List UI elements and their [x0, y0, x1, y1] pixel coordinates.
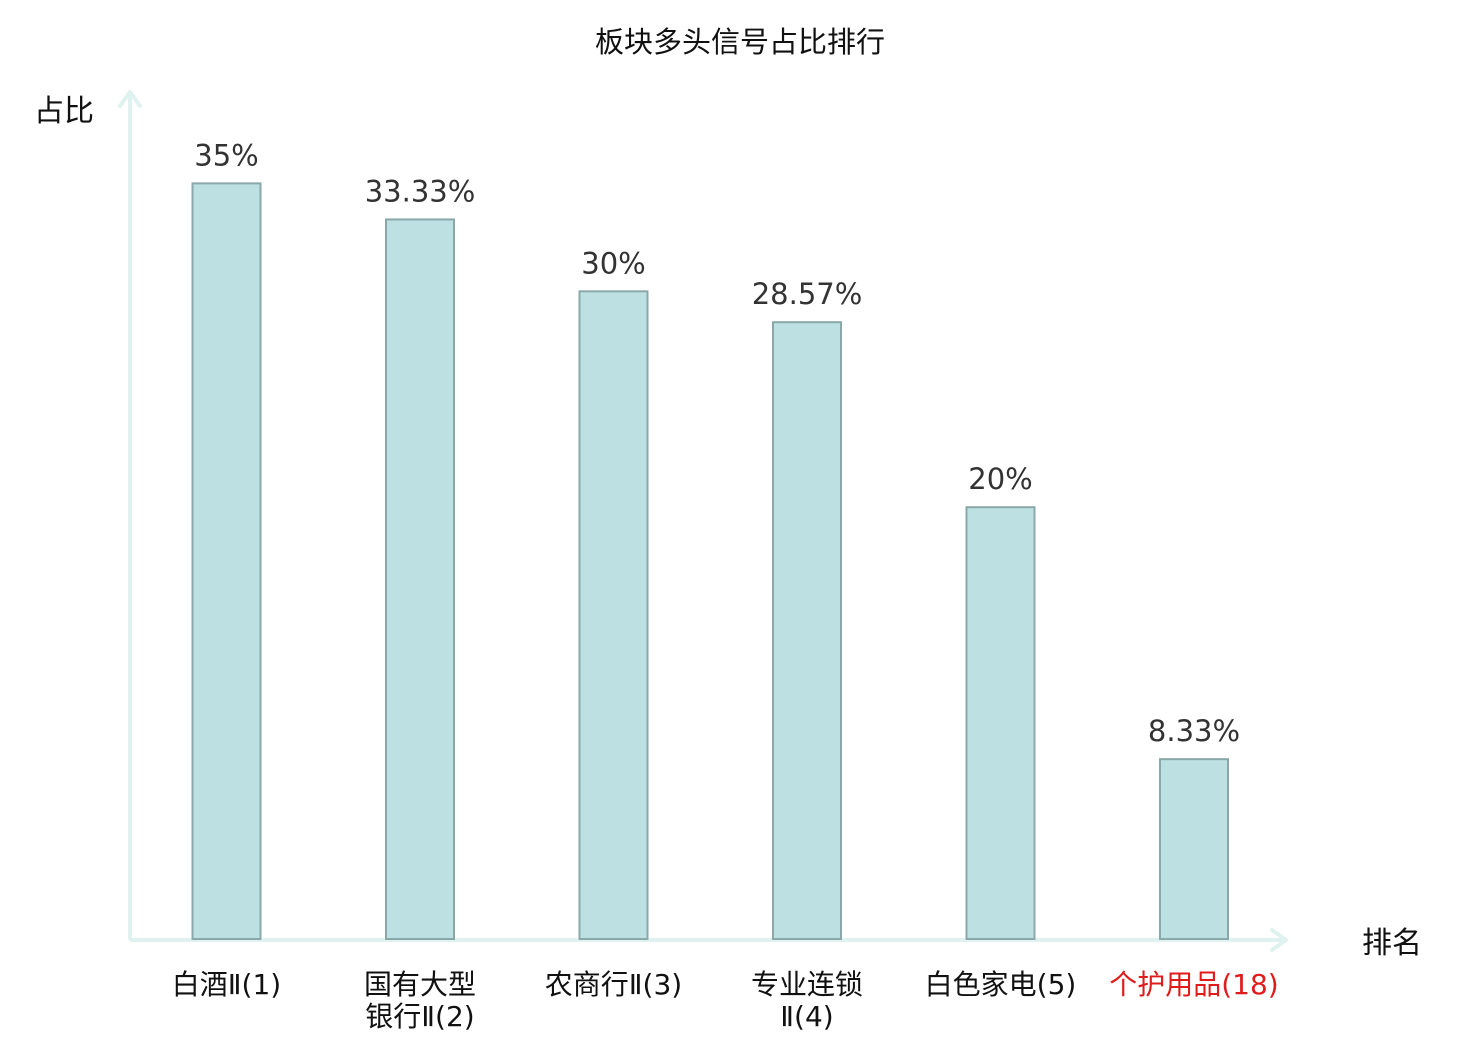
value-label-1: 35% — [194, 138, 258, 172]
category-label-3-line-1: 农商行Ⅱ(3) — [545, 968, 682, 1001]
value-label-5: 20% — [968, 462, 1032, 496]
y-axis-arrow-icon — [118, 90, 142, 108]
value-labels: 35% 33.33% 30% 28.57% 20% 8.33% — [194, 138, 1240, 748]
bar-6 — [1159, 758, 1229, 940]
bar-3 — [578, 290, 649, 940]
category-label-4-line-2: Ⅱ(4) — [780, 1000, 833, 1033]
value-label-6: 8.33% — [1148, 714, 1240, 748]
category-label-5-line-1: 白色家电(5) — [925, 968, 1077, 1001]
value-label-3: 30% — [581, 246, 645, 280]
category-label-4-line-1: 专业连锁 — [751, 968, 863, 1001]
category-label-2-line-2: 银行Ⅱ(2) — [365, 1000, 474, 1033]
x-axis-label: 排名 — [1362, 926, 1422, 961]
bar-5 — [965, 506, 1036, 940]
bars — [191, 182, 1229, 941]
bar-2 — [385, 218, 455, 940]
bar-1 — [191, 182, 262, 941]
value-label-4: 28.57% — [752, 277, 863, 311]
category-label-6-line-1: 个护用品(18) — [1109, 968, 1278, 1001]
category-label-2-line-1: 国有大型 — [364, 968, 476, 1001]
value-label-2: 33.33% — [365, 174, 476, 208]
category-label-1-line-1: 白酒Ⅱ(1) — [172, 968, 281, 1001]
chart-title: 板块多头信号占比排行 — [595, 25, 885, 59]
x-axis-arrow-icon — [1270, 928, 1288, 952]
bar-4 — [772, 321, 842, 940]
y-axis-label: 占比 — [34, 94, 94, 129]
axes — [118, 90, 1288, 952]
